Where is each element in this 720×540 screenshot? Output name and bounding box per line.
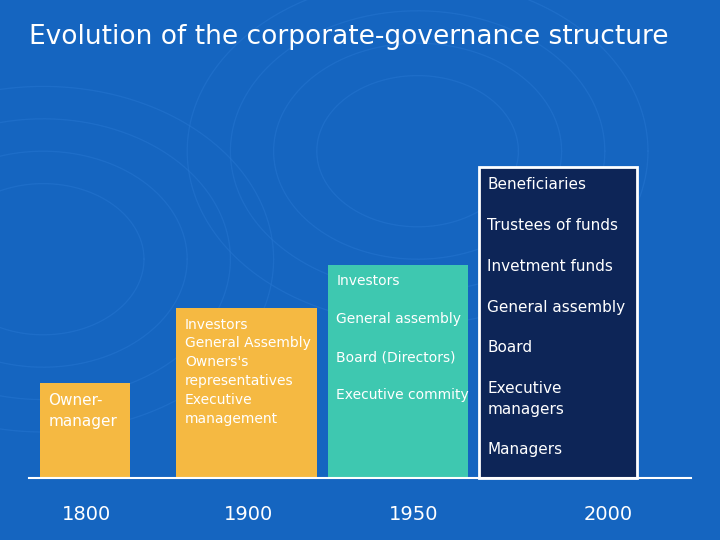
FancyBboxPatch shape (176, 308, 317, 478)
Text: Investors
General Assembly
Owners's
representatives
Executive
management: Investors General Assembly Owners's repr… (185, 318, 311, 426)
Text: 1900: 1900 (224, 505, 273, 524)
FancyBboxPatch shape (479, 167, 637, 478)
Text: 2000: 2000 (584, 505, 633, 524)
Text: 1950: 1950 (390, 505, 438, 524)
FancyBboxPatch shape (328, 265, 468, 478)
Text: Evolution of the corporate-governance structure: Evolution of the corporate-governance st… (29, 24, 668, 50)
Text: 1800: 1800 (62, 505, 111, 524)
Text: Owner-
manager: Owner- manager (48, 393, 117, 429)
FancyBboxPatch shape (40, 383, 130, 478)
Text: Investors

General assembly

Board (Directors)

Executive commity: Investors General assembly Board (Direct… (336, 274, 469, 402)
Text: Beneficiaries

Trustees of funds

Invetment funds

General assembly

Board

Exec: Beneficiaries Trustees of funds Invetmen… (487, 177, 626, 457)
